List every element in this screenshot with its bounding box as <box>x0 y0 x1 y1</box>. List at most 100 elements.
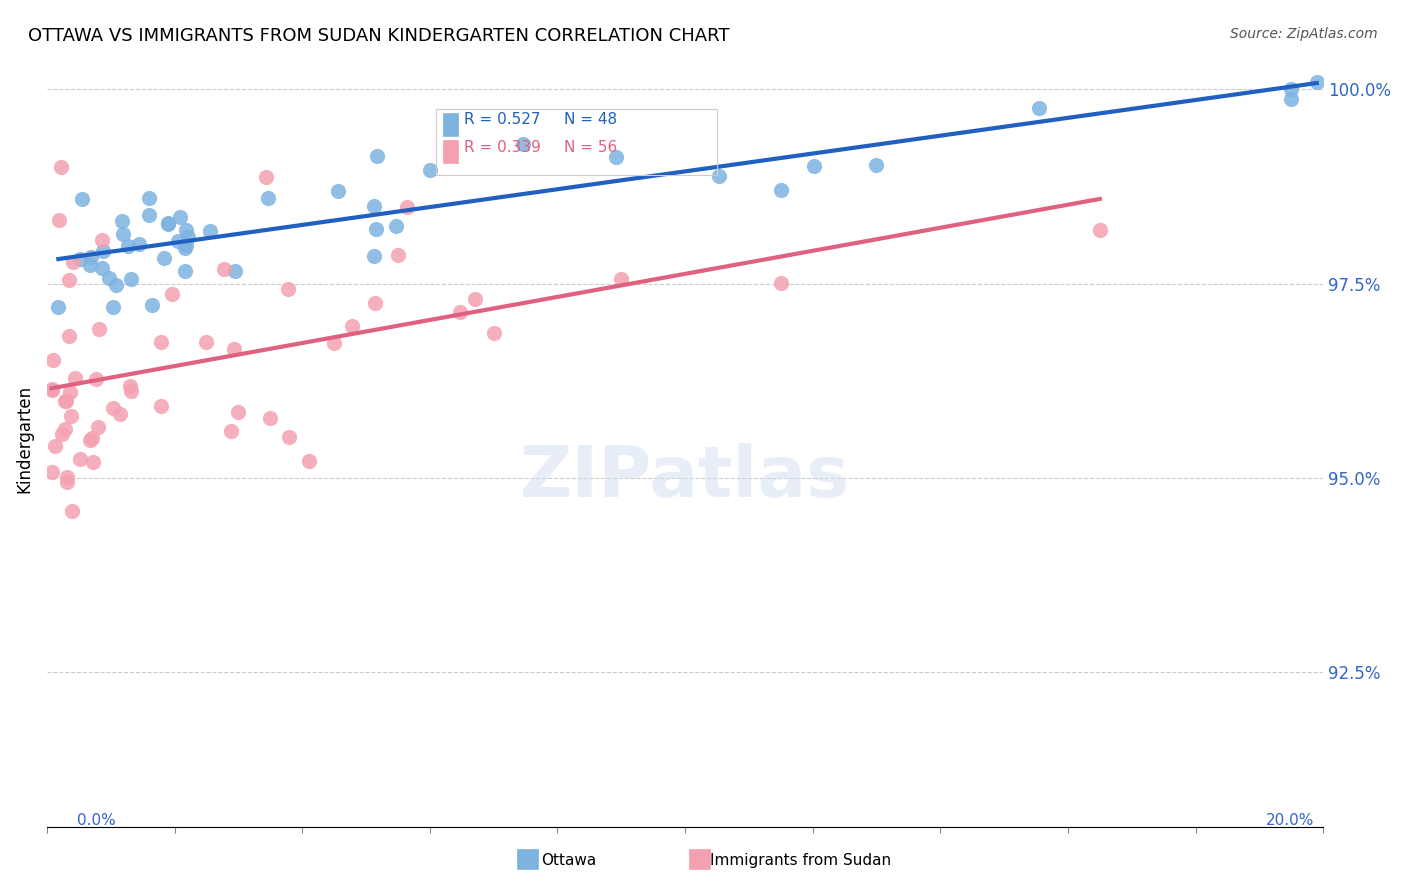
Point <box>342 319 364 334</box>
Point <box>363 199 385 213</box>
Text: R = 0.339: R = 0.339 <box>464 139 541 154</box>
Point <box>156 217 179 231</box>
Point <box>256 191 278 205</box>
Point <box>41 384 63 398</box>
Point <box>605 150 627 164</box>
Point <box>1279 82 1302 96</box>
Point <box>84 372 107 386</box>
Point <box>117 239 139 253</box>
Text: N = 56: N = 56 <box>564 139 617 154</box>
Point <box>278 429 301 443</box>
Point <box>195 334 218 349</box>
Point <box>110 407 132 421</box>
Point <box>101 300 124 314</box>
Point <box>41 465 63 479</box>
Point <box>138 208 160 222</box>
Point <box>169 210 191 224</box>
Point <box>53 393 76 408</box>
Bar <box>436 109 717 175</box>
Point <box>385 219 408 234</box>
Point <box>396 200 419 214</box>
Point <box>363 249 385 263</box>
Point <box>174 237 197 252</box>
Point <box>160 287 183 301</box>
Bar <box>689 849 710 869</box>
Point <box>450 304 472 318</box>
Point <box>90 260 112 275</box>
Point <box>177 229 200 244</box>
Point <box>326 184 349 198</box>
Text: R = 0.527: R = 0.527 <box>464 112 541 127</box>
Point <box>89 321 111 335</box>
Point <box>221 424 243 438</box>
Point <box>120 384 142 399</box>
Point <box>79 259 101 273</box>
Point <box>69 252 91 267</box>
Point <box>62 255 84 269</box>
Point <box>56 470 79 484</box>
Point <box>105 278 128 293</box>
Point <box>46 300 69 314</box>
Point <box>149 399 172 413</box>
Point <box>769 183 792 197</box>
Point <box>224 263 246 277</box>
Point <box>60 409 83 423</box>
Point <box>212 262 235 277</box>
Point <box>173 241 195 255</box>
Point <box>512 137 534 152</box>
Point <box>1306 75 1329 89</box>
Point <box>56 475 79 490</box>
Point <box>610 272 633 286</box>
Bar <box>443 140 458 163</box>
Point <box>277 282 299 296</box>
Point <box>482 326 505 341</box>
Point <box>198 224 221 238</box>
Point <box>80 431 103 445</box>
Point <box>387 248 409 262</box>
Point <box>1088 222 1111 236</box>
Point <box>41 352 63 367</box>
Point <box>103 401 125 416</box>
Point <box>419 162 441 177</box>
Point <box>69 451 91 466</box>
Point <box>118 379 141 393</box>
Point <box>464 292 486 306</box>
Point <box>167 234 190 248</box>
Point <box>363 296 385 310</box>
Point <box>138 191 160 205</box>
Point <box>803 160 825 174</box>
Point <box>53 421 76 435</box>
Point <box>174 264 197 278</box>
Point <box>87 419 110 434</box>
Point <box>58 329 80 343</box>
Text: 20.0%: 20.0% <box>1267 814 1315 828</box>
Point <box>259 410 281 425</box>
Point <box>228 405 250 419</box>
Point <box>48 212 70 227</box>
Point <box>44 439 66 453</box>
Text: Immigrants from Sudan: Immigrants from Sudan <box>710 854 891 868</box>
Point <box>865 158 887 172</box>
Point <box>364 222 387 236</box>
Text: Source: ZipAtlas.com: Source: ZipAtlas.com <box>1230 27 1378 41</box>
Point <box>79 434 101 448</box>
Text: OTTAWA VS IMMIGRANTS FROM SUDAN KINDERGARTEN CORRELATION CHART: OTTAWA VS IMMIGRANTS FROM SUDAN KINDERGA… <box>28 27 730 45</box>
Point <box>1279 92 1302 106</box>
Point <box>70 192 93 206</box>
Point <box>769 276 792 290</box>
Point <box>63 371 86 385</box>
Point <box>176 223 198 237</box>
Point <box>59 385 82 400</box>
Point <box>79 250 101 264</box>
Bar <box>443 112 458 136</box>
Point <box>366 149 388 163</box>
Point <box>111 214 134 228</box>
Text: Ottawa: Ottawa <box>541 854 596 868</box>
Point <box>91 244 114 259</box>
Point <box>82 455 104 469</box>
Point <box>58 272 80 286</box>
Point <box>709 169 731 183</box>
Y-axis label: Kindergarten: Kindergarten <box>15 384 32 492</box>
Point <box>141 298 163 312</box>
Point <box>149 335 172 350</box>
